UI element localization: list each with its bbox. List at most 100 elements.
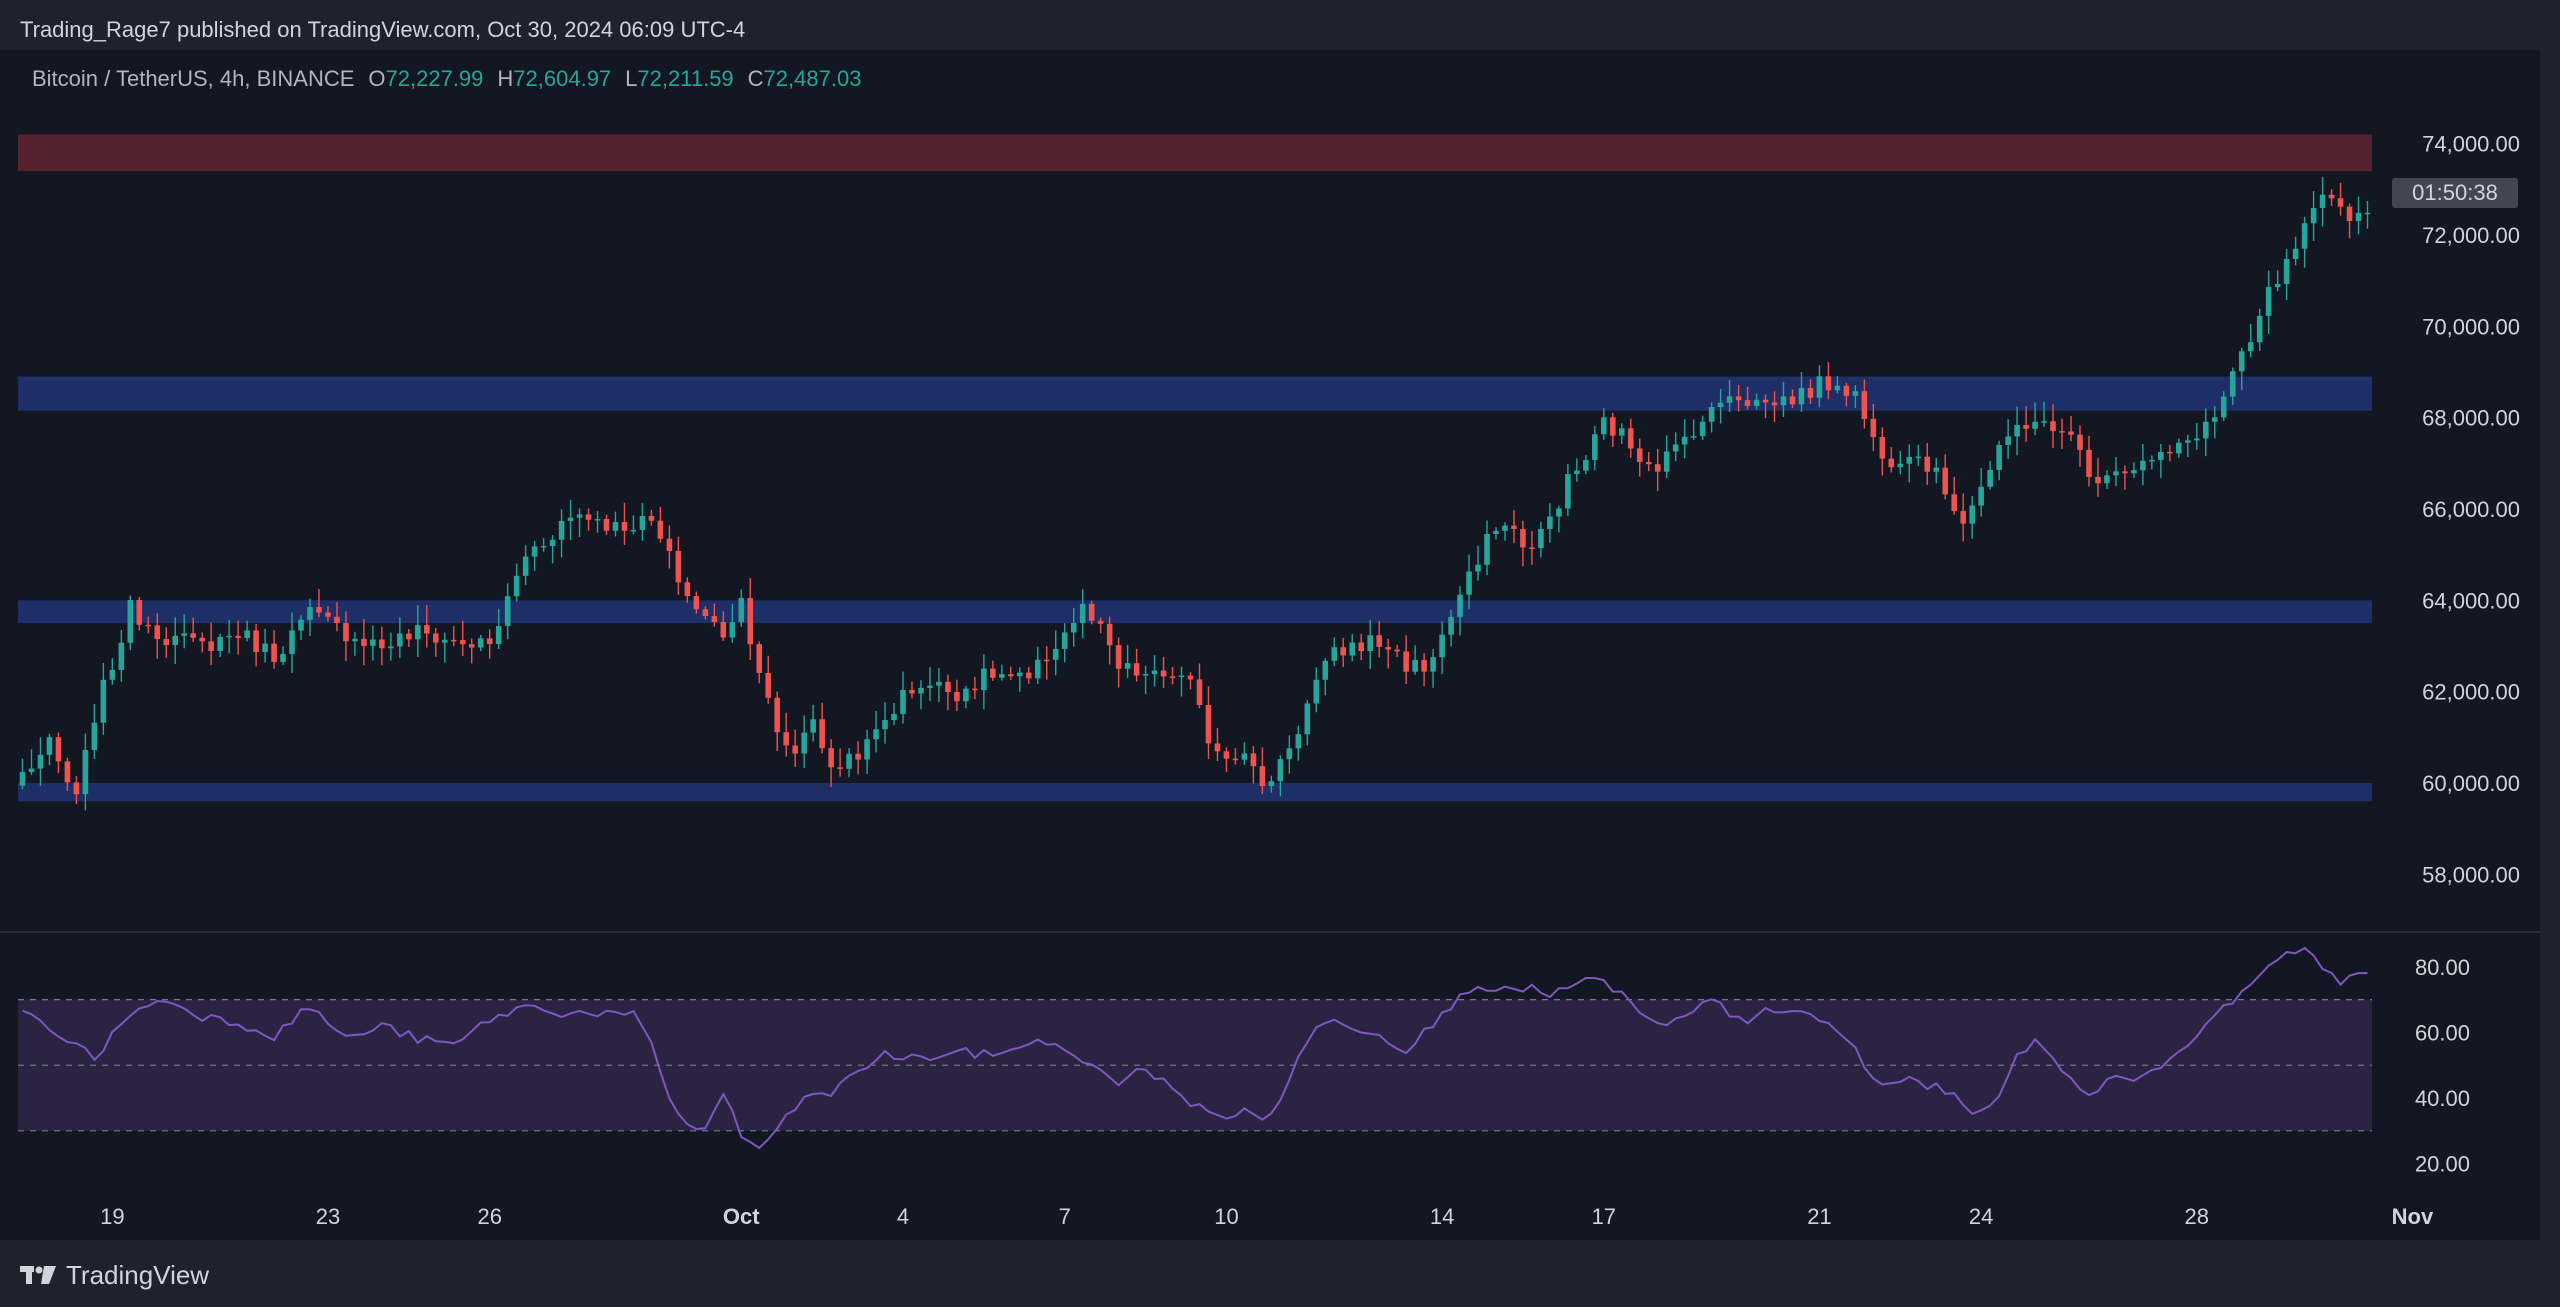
candle-body: [2086, 449, 2092, 477]
candle-body: [1708, 407, 1715, 422]
candle-body: [1735, 396, 1742, 401]
candle-body: [2122, 471, 2128, 474]
candle-body: [765, 672, 772, 698]
candle-body: [1421, 659, 1427, 672]
candle-body: [963, 688, 969, 702]
candle-body: [136, 600, 143, 625]
candle-body: [459, 640, 466, 645]
candle-body: [1034, 659, 1041, 679]
candle-body: [585, 514, 592, 520]
candle-body: [181, 633, 188, 636]
candle-body: [855, 753, 861, 760]
candle-body: [801, 732, 807, 754]
candle-body: [1780, 396, 1787, 406]
candle-body: [217, 636, 223, 651]
candle-body: [1610, 417, 1616, 436]
open-label: O: [368, 66, 386, 91]
candle-body: [1690, 436, 1697, 438]
candle-body: [2265, 287, 2272, 316]
candle-body: [1753, 399, 1760, 406]
candle-body: [981, 668, 987, 691]
price-tick-label: 70,000.00: [2422, 314, 2520, 339]
candle-body: [783, 732, 789, 746]
candle-body: [2005, 436, 2011, 445]
candle-body: [1286, 748, 1293, 760]
candle-body: [666, 538, 673, 551]
candle-body: [1475, 564, 1481, 572]
candle-body: [1807, 388, 1814, 398]
candle-body: [226, 635, 232, 638]
candle-body: [2068, 431, 2074, 435]
candle-body: [990, 668, 996, 678]
candle-body: [2283, 258, 2290, 284]
candle-body: [1834, 385, 1841, 391]
candle-body: [1987, 469, 1993, 487]
candle-body: [1385, 646, 1391, 650]
candle-body: [621, 522, 628, 531]
candle-body: [1520, 528, 1526, 548]
candle-body: [73, 782, 80, 795]
price-tick-label: 66,000.00: [2422, 497, 2520, 522]
candle-body: [594, 519, 601, 521]
candle-body: [612, 522, 619, 531]
price-axis: 74,000.00 72,000.00 70,000.00 68,000.00 66,0…: [2422, 132, 2520, 888]
candle-body: [118, 642, 125, 670]
candle-body: [2202, 421, 2209, 439]
candle-body: [28, 768, 35, 773]
candle-body: [1601, 417, 1607, 435]
candle-body: [1268, 781, 1275, 787]
candle-body: [2158, 451, 2164, 460]
candle-body: [2310, 207, 2317, 224]
candle-body: [828, 748, 834, 768]
candle-body: [415, 625, 421, 640]
candle-body: [711, 616, 718, 622]
candle-body: [289, 630, 295, 654]
candle-body: [486, 638, 493, 645]
candle-body: [1951, 494, 1957, 512]
candle-body: [1915, 456, 1922, 459]
time-tick-label: 7: [1059, 1204, 1071, 1229]
candle-body: [1061, 632, 1068, 649]
rsi-tick-label: 80.00: [2415, 955, 2470, 980]
candle-body: [2238, 351, 2245, 372]
rsi-tick-label: 20.00: [2415, 1152, 2470, 1177]
candle-body: [1672, 444, 1679, 452]
candle-body: [1232, 758, 1239, 761]
time-tick-label: 14: [1430, 1204, 1454, 1229]
candle-body: [1618, 428, 1625, 436]
candle-body: [1592, 434, 1598, 461]
candle-body: [2364, 212, 2371, 215]
price-chart[interactable]: 74,000.00 72,000.00 70,000.00 68,000.00 66,0…: [0, 50, 2540, 1240]
candle-body: [325, 612, 331, 617]
support-zone: [18, 376, 2372, 411]
time-tick-label: 28: [2185, 1204, 2209, 1229]
candle-body: [2194, 438, 2200, 441]
candle-body: [1187, 675, 1194, 680]
candle-body: [1798, 388, 1805, 405]
candle-body: [738, 598, 745, 623]
footer[interactable]: TradingView: [20, 1258, 209, 1292]
candle-body: [2041, 421, 2047, 423]
price-tick-label: 60,000.00: [2422, 771, 2520, 796]
candle-body: [2247, 342, 2254, 352]
candle-body: [2149, 459, 2155, 462]
candle-body: [37, 754, 44, 769]
candle-body: [2274, 283, 2281, 288]
bar-countdown: 01:50:38: [2392, 178, 2518, 208]
candle-body: [1079, 603, 1086, 623]
candle-body: [630, 529, 637, 532]
candle-body: [2113, 471, 2119, 476]
candle-body: [1313, 679, 1320, 704]
low-label: L: [625, 66, 638, 91]
candle-body: [774, 697, 780, 733]
candle-body: [1484, 533, 1490, 565]
candle-body: [253, 630, 259, 652]
candle-body: [702, 609, 709, 617]
candle-body: [2319, 194, 2326, 208]
time-tick-label: Nov: [2392, 1204, 2434, 1229]
candle-body: [208, 641, 214, 651]
candle-body: [1744, 400, 1751, 406]
price-tick-label: 64,000.00: [2422, 588, 2520, 613]
candle-body: [657, 520, 664, 539]
candle-body: [747, 598, 754, 645]
